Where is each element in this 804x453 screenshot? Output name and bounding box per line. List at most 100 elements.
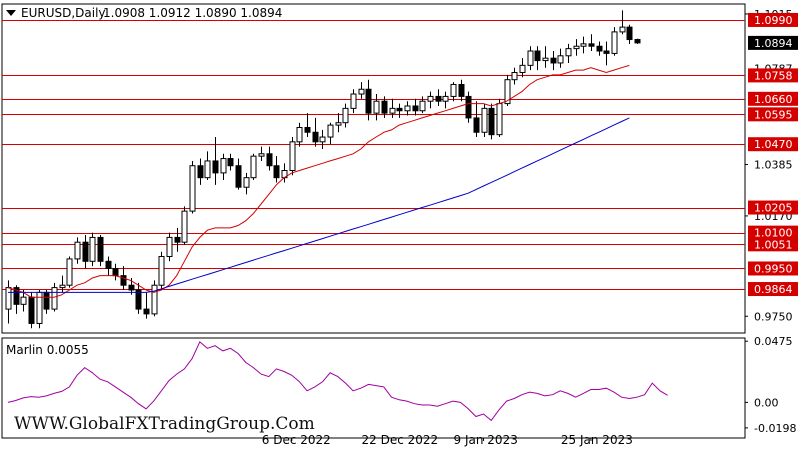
candle [412,98,419,116]
candle-body [427,95,434,102]
current-price-label: 1.0894 [754,37,793,50]
candle-body [43,291,50,310]
level-label: 0.9864 [754,283,793,296]
candle [204,151,211,181]
candle-body [580,43,587,47]
ma-slow-line [8,117,630,293]
candle [534,46,541,71]
candle [112,263,119,281]
candle [458,79,465,102]
oscillator-line [7,341,668,422]
candle-body [243,177,250,188]
time-tick-label: 25 Jan 2023 [561,433,633,447]
candle-body [488,107,495,136]
candle-body [373,100,380,114]
candle-body [51,287,58,310]
candle [573,39,580,56]
level-label: 1.0990 [754,14,793,27]
candle [496,98,503,138]
candle [5,280,12,324]
candle [258,146,265,161]
level-label-box [748,107,798,122]
candle-body [128,284,135,291]
level-label: 0.9950 [754,262,793,275]
candle-body [542,57,549,62]
candle-body [626,26,633,41]
level-label-box [748,200,798,215]
candle [550,51,557,71]
candle-body [450,83,457,97]
candle-body [442,95,449,102]
price-tick-label: 1.0385 [754,159,793,172]
candle [580,36,587,54]
candle-body [174,236,181,243]
candle-body [511,72,518,81]
candle [135,282,142,314]
candle-body [596,45,603,52]
osc-tick-label: -0.0198 [754,422,796,435]
candle [97,235,104,267]
candle-body [312,131,319,143]
candle [473,101,480,138]
time-tick-label: 6 Dec 2022 [262,433,331,447]
candle [243,172,250,195]
candle-body [28,296,35,324]
level-label-box [748,237,798,252]
candle [465,91,472,123]
candle-body [565,48,572,57]
candle-body [74,241,81,260]
candle-body [573,45,580,50]
candle [634,38,641,44]
candle-body [465,95,472,119]
candle-body [481,107,488,133]
candle [166,232,173,262]
candle [373,94,380,121]
candle-body [504,79,511,105]
osc-tick-label: 0.00 [754,396,779,409]
candle-body [189,165,196,212]
candle [289,137,296,176]
candle [419,96,426,114]
candle [611,27,618,56]
candle [519,58,526,78]
level-label-box [748,12,798,27]
candle [74,237,81,264]
candle [396,103,403,118]
candle [404,101,411,116]
candle [557,48,564,68]
candle [158,251,165,290]
chart-header: EURUSD,Daily 1.0908 1.0912 1.0890 1.0894 [6,6,282,20]
level-label-box [748,91,798,106]
candle [542,46,549,68]
candle [82,235,89,269]
candle [381,96,388,118]
level-label: 1.0100 [754,227,793,240]
candle [235,158,242,190]
candle [442,91,449,109]
candle-body [258,153,265,157]
candle [227,153,234,171]
candle [488,103,495,140]
candle [312,117,319,147]
candle [181,206,188,245]
candle [143,292,150,319]
candle [197,158,204,185]
candle [327,122,334,145]
candle [174,227,181,252]
candle-body [143,308,150,315]
candle-body [289,141,296,172]
candle-body [204,160,211,179]
candle-body [496,103,503,136]
candle-body [13,287,20,305]
candle-body [151,284,158,315]
candle-body [5,287,12,310]
candle [36,289,43,329]
candle [527,46,534,71]
candle [389,98,396,118]
dropdown-triangle-icon[interactable] [6,10,16,16]
candle-body [634,39,641,44]
candle-body [404,105,411,112]
candle-body [534,50,541,62]
candle-body [327,124,334,138]
